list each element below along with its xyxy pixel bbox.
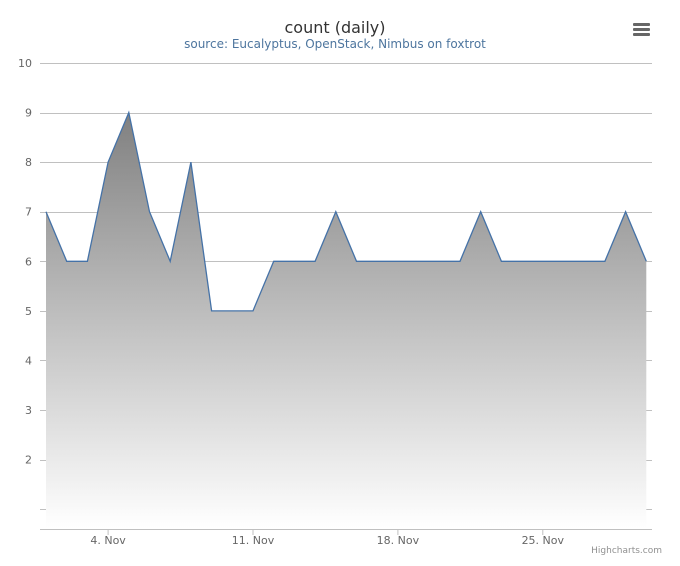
y-tick-label: 8	[25, 156, 32, 169]
data-point[interactable]	[646, 261, 647, 262]
data-point[interactable]	[439, 261, 440, 262]
x-tick-label: 18. Nov	[377, 534, 420, 547]
y-tick-label: 10	[18, 57, 32, 70]
y-tick-label: 2	[25, 454, 32, 467]
data-point[interactable]	[563, 261, 564, 262]
data-point[interactable]	[501, 261, 502, 262]
data-point[interactable]	[335, 211, 336, 212]
data-point[interactable]	[460, 261, 461, 262]
data-point[interactable]	[542, 261, 543, 262]
y-tick-label: 9	[25, 107, 32, 120]
area-series	[45, 110, 647, 529]
data-point[interactable]	[66, 261, 67, 262]
hamburger-menu-icon[interactable]	[632, 20, 652, 38]
series-line	[45, 110, 647, 312]
y-tick-label: 6	[25, 255, 32, 268]
y-tick-label: 5	[25, 305, 32, 318]
data-point[interactable]	[253, 310, 254, 311]
credits-link[interactable]: Highcharts.com	[591, 546, 662, 556]
data-point[interactable]	[584, 261, 585, 262]
area-fill	[46, 112, 647, 529]
data-point[interactable]	[294, 261, 295, 262]
data-point[interactable]	[480, 211, 481, 212]
x-tick-label: 4. Nov	[90, 534, 126, 547]
chart-subtitle: source: Eucalyptus, OpenStack, Nimbus on…	[184, 37, 486, 51]
x-tick-label: 11. Nov	[232, 534, 275, 547]
data-point[interactable]	[356, 261, 357, 262]
data-point[interactable]	[418, 261, 419, 262]
data-point[interactable]	[273, 261, 274, 262]
y-tick-label: 3	[25, 404, 32, 417]
data-point[interactable]	[397, 261, 398, 262]
data-point[interactable]	[170, 261, 171, 262]
data-point[interactable]	[128, 112, 129, 113]
axes: 2 3 4 5 6 7 8 9 10 4. Nov 11. Nov 18. Nov 25. Nov	[18, 57, 652, 547]
data-point[interactable]	[604, 261, 605, 262]
x-tick-label: 25. Nov	[522, 534, 565, 547]
data-point[interactable]	[522, 261, 523, 262]
data-point[interactable]	[315, 261, 316, 262]
data-point[interactable]	[149, 211, 150, 212]
data-point[interactable]	[625, 211, 626, 212]
chart-title: count (daily)	[284, 18, 385, 37]
data-point[interactable]	[87, 261, 88, 262]
data-point[interactable]	[377, 261, 378, 262]
data-point[interactable]	[211, 310, 212, 311]
data-point[interactable]	[232, 310, 233, 311]
data-point[interactable]	[46, 211, 47, 212]
y-tick-label: 4	[25, 354, 32, 367]
y-tick-label: 7	[25, 206, 32, 219]
data-point[interactable]	[108, 162, 109, 163]
data-point[interactable]	[190, 162, 191, 163]
